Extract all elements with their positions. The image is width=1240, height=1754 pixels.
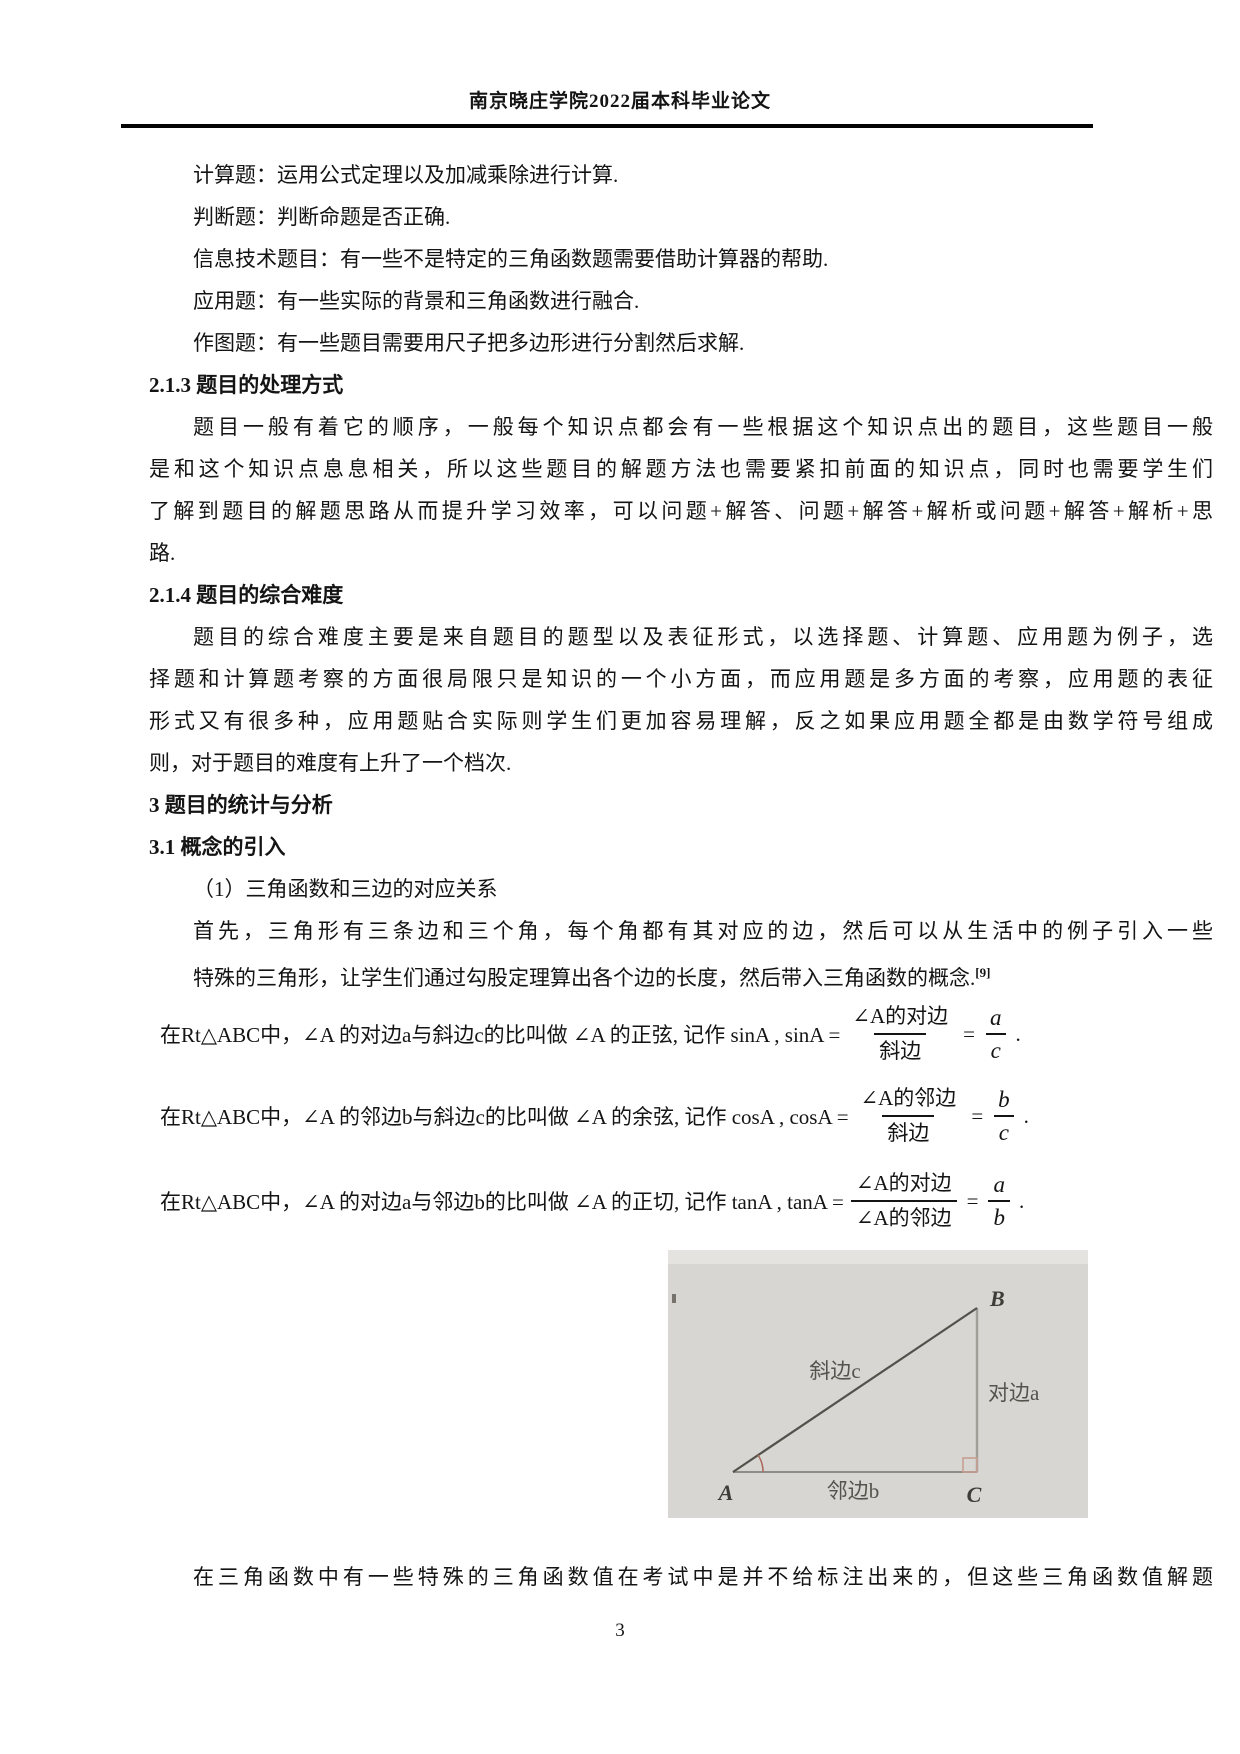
fraction-a-over-b: a b: [988, 1171, 1010, 1232]
fraction-numerator: ∠A的对边: [852, 1003, 949, 1028]
fraction-numerator: a: [993, 1171, 1005, 1197]
paragraph-text: 特殊的三角形，让学生们通过勾股定理算出各个边的长度，然后带入三角函数的概念.: [193, 966, 976, 990]
equals-sign: =: [966, 1188, 979, 1213]
heading-3: 3 题目的统计与分析: [149, 793, 333, 817]
vertex-b-label: B: [989, 1286, 1005, 1311]
figure-scan-band: [668, 1250, 1088, 1264]
fraction-numerator: ∠A的邻边: [860, 1085, 957, 1110]
formula-cosine: 在Rt△ABC中，∠A 的邻边b与斜边c的比叫做 ∠A 的余弦, 记作 cosA…: [160, 1070, 1029, 1162]
fraction-denominator: ∠A的邻边: [850, 1200, 957, 1233]
vertex-c-label: C: [967, 1482, 982, 1507]
intro-line-judgement: 判断题：判断命题是否正确.: [193, 205, 451, 229]
fraction-denominator: b: [988, 1200, 1010, 1231]
formula-tangent-text: 在Rt△ABC中，∠A 的对边a与邻边b的比叫做 ∠A 的正切, 记作 tanA…: [160, 1190, 844, 1214]
paragraph-line: 题目一般有着它的顺序，一般每个知识点都会有一些根据这个知识点出的题目，这些题目一…: [193, 415, 1213, 439]
intro-line-calculation: 计算题：运用公式定理以及加减乘除进行计算.: [193, 163, 619, 187]
paragraph-line: 形式又有很多种，应用题贴合实际则学生们更加容易理解，反之如果应用题全都是由数学符…: [149, 709, 1213, 733]
paragraph-line: 首先，三角形有三条边和三个角，每个角都有其对应的边，然后可以从生活中的例子引入一…: [193, 919, 1213, 943]
fraction-numerator: ∠A的对边: [855, 1170, 952, 1195]
heading-3-1: 3.1 概念的引入: [149, 835, 286, 859]
fraction-denominator: 斜边: [882, 1115, 935, 1148]
formula-tangent: 在Rt△ABC中，∠A 的对边a与邻边b的比叫做 ∠A 的正切, 记作 tanA…: [160, 1155, 1024, 1247]
formula-sine: 在Rt△ABC中，∠A 的对边a与斜边c的比叫做 ∠A 的正弦, 记作 sinA…: [160, 988, 1021, 1080]
paragraph-line: 则，对于题目的难度有上升了一个档次.: [149, 751, 512, 775]
list-item-1: （1）三角函数和三边的对应关系: [193, 877, 498, 901]
right-angle-marker: [962, 1457, 978, 1473]
fraction-denominator: 斜边: [874, 1033, 927, 1066]
intro-line-drawing: 作图题：有一些题目需要用尺子把多边形进行分割然后求解.: [193, 331, 745, 355]
figure-background: [668, 1250, 1088, 1518]
formula-sine-text: 在Rt△ABC中，∠A 的对边a与斜边c的比叫做 ∠A 的正弦, 记作 sinA…: [160, 1023, 841, 1047]
hypotenuse-label: 斜边c: [809, 1359, 860, 1383]
page-header-title: 南京晓庄学院2022届本科毕业论文: [468, 91, 771, 112]
fraction-adjacent-over-hypotenuse: ∠A的邻边 斜边: [856, 1084, 962, 1149]
intro-line-it: 信息技术题目：有一些不是特定的三角函数题需要借助计算器的帮助.: [193, 247, 829, 271]
fraction-denominator: c: [993, 1115, 1015, 1146]
opposite-side-label: 对边a: [988, 1381, 1040, 1405]
fraction-numerator: a: [990, 1004, 1002, 1030]
header-divider: [121, 124, 1093, 128]
formula-cosine-text: 在Rt△ABC中，∠A 的邻边b与斜边c的比叫做 ∠A 的余弦, 记作 cosA…: [160, 1105, 849, 1129]
right-triangle-figure: 斜边c 对边a 邻边b A B C: [668, 1250, 1088, 1518]
formula-period: .: [1015, 1021, 1021, 1046]
equals-sign: =: [963, 1021, 975, 1046]
paragraph-line: 了解到题目的解题思路从而提升学习效率，可以问题+解答、问题+解答+解析或问题+解…: [149, 499, 1213, 523]
paragraph-line: 特殊的三角形，让学生们通过勾股定理算出各个边的长度，然后带入三角函数的概念.[9…: [149, 958, 1213, 990]
paragraph-line: 择题和计算题考察的方面很局限只是知识的一个小方面，而应用题是多方面的考察，应用题…: [149, 667, 1213, 691]
fraction-b-over-c: b c: [993, 1086, 1015, 1147]
fraction-numerator: b: [998, 1086, 1010, 1112]
vertex-a-label: A: [717, 1480, 734, 1505]
heading-2-1-4: 2.1.4 题目的综合难度: [149, 583, 344, 607]
paragraph-line: 题目的综合难度主要是来自题目的题型以及表征形式，以选择题、计算题、应用题为例子，…: [193, 625, 1213, 649]
fraction-opposite-over-adjacent: ∠A的对边 ∠A的邻边: [850, 1169, 957, 1234]
hypotenuse-line: [732, 1307, 978, 1473]
fraction-denominator: c: [985, 1033, 1006, 1064]
adjacent-side-label: 邻边b: [827, 1479, 880, 1503]
page-number: 3: [615, 1620, 625, 1641]
scan-artifact-mark: [672, 1294, 676, 1303]
paragraph-line: 路.: [149, 541, 176, 565]
equals-sign: =: [971, 1103, 984, 1128]
paragraph-line: 是和这个知识点息息相关，所以这些题目的解题方法也需要紧扣前面的知识点，同时也需要…: [149, 457, 1213, 481]
citation-ref: [9]: [975, 965, 991, 980]
intro-line-application: 应用题：有一些实际的背景和三角函数进行融合.: [193, 289, 640, 313]
fraction-a-over-c: a c: [985, 1004, 1007, 1065]
angle-arc: [757, 1454, 764, 1473]
formula-period: .: [1018, 1188, 1025, 1213]
fraction-opposite-over-hypotenuse: ∠A的对边 斜边: [847, 1002, 953, 1067]
triangle-diagram: 斜边c 对边a 邻边b A B C: [668, 1250, 1088, 1518]
formula-period: .: [1023, 1103, 1029, 1128]
closing-paragraph-line: 在三角函数中有一些特殊的三角函数值在考试中是并不给标注出来的，但这些三角函数值解…: [193, 1565, 1213, 1589]
heading-2-1-3: 2.1.3 题目的处理方式: [149, 373, 344, 397]
